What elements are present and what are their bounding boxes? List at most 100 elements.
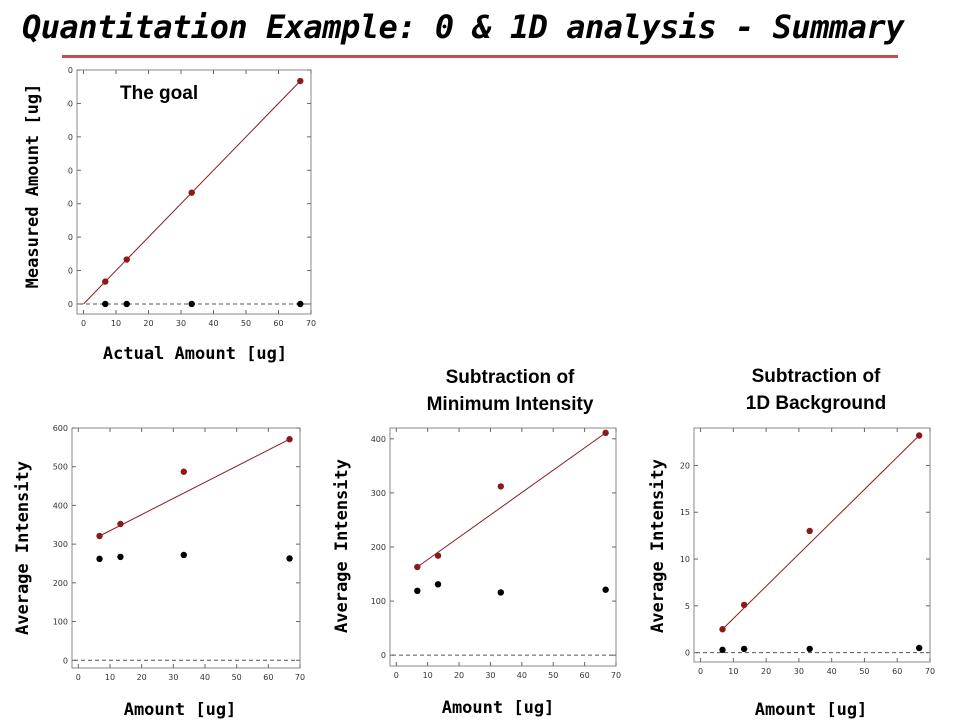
y-tick-label: 600 bbox=[53, 424, 68, 433]
data-point-red bbox=[602, 429, 609, 437]
x-tick-label: 40 bbox=[827, 667, 837, 676]
x-tick-label: 30 bbox=[176, 319, 186, 328]
y-tick-label: 200 bbox=[371, 543, 386, 552]
y-tick-label: 40 bbox=[67, 166, 73, 175]
data-point-red bbox=[96, 532, 103, 540]
x-tick-label: 10 bbox=[105, 673, 115, 682]
x-tick-label: 50 bbox=[232, 673, 242, 682]
data-point-black bbox=[497, 589, 505, 596]
data-point-red bbox=[434, 552, 442, 559]
data-point-red bbox=[915, 432, 923, 439]
chart-min-subtracted: 0 10 20 30 40 50 60 70 0 100 200 300 400 bbox=[371, 427, 621, 680]
chart-raw-xlabel: Amount [ug] bbox=[123, 700, 237, 720]
x-tick-label: 0 bbox=[698, 667, 703, 676]
data-point-red bbox=[117, 520, 124, 528]
x-tick-label: 60 bbox=[263, 673, 273, 682]
data-point-black bbox=[806, 645, 813, 653]
x-tick-label: 40 bbox=[208, 319, 218, 328]
data-point-black bbox=[414, 587, 421, 595]
x-tick-label: 30 bbox=[485, 671, 495, 680]
data-point-red bbox=[297, 77, 304, 85]
title-divider bbox=[62, 55, 898, 58]
chart-goal-xlabel: Actual Amount [ug] bbox=[102, 344, 288, 364]
data-point-black bbox=[180, 551, 187, 559]
plot-frame bbox=[71, 427, 301, 669]
x-tick-label: 20 bbox=[137, 673, 147, 682]
data-point-black bbox=[286, 555, 293, 562]
y-tick-label: 400 bbox=[371, 435, 386, 444]
page-title: Quantitation Example: 0 & 1D analysis - … bbox=[22, 8, 904, 46]
x-tick-label: 50 bbox=[859, 667, 869, 676]
x-tick-label: 70 bbox=[295, 673, 305, 682]
x-tick-label: 30 bbox=[168, 673, 178, 682]
x-tick-label: 70 bbox=[925, 667, 935, 676]
y-tick-label: 300 bbox=[371, 489, 386, 498]
y-tick-label: 0 bbox=[381, 651, 386, 660]
y-tick-label: 10 bbox=[67, 267, 73, 276]
chart-1d-subtracted: 0 10 20 30 40 50 60 70 0 5 10 15 20 bbox=[680, 427, 935, 676]
x-tick-label: 40 bbox=[517, 671, 527, 680]
x-tick-label: 10 bbox=[728, 667, 738, 676]
y-tick-label: 10 bbox=[680, 555, 690, 564]
x-tick-label: 10 bbox=[423, 671, 433, 680]
x-tick-label: 60 bbox=[273, 319, 283, 328]
data-point-red bbox=[123, 256, 130, 263]
y-tick-label: 5 bbox=[685, 602, 690, 611]
x-tick-label: 70 bbox=[306, 319, 316, 328]
chart-min-xlabel: Amount [ug] bbox=[441, 698, 555, 718]
y-tick-label: 400 bbox=[53, 501, 68, 510]
chart-1d-annotation: Subtraction of 1D Background bbox=[745, 366, 887, 414]
y-tick-label: 0 bbox=[63, 656, 68, 665]
y-tick-label: 0 bbox=[685, 649, 690, 658]
chart-goal: 0 10 20 30 40 50 60 70 0 10 20 30 40 50 60 70 bbox=[67, 66, 316, 328]
data-point-red bbox=[188, 189, 195, 196]
data-point-black bbox=[719, 646, 726, 654]
chart-min-annotation: Subtraction of Minimum Intensity bbox=[426, 367, 594, 415]
x-tick-label: 10 bbox=[111, 319, 121, 328]
chart-1d-xlabel: Amount [ug] bbox=[754, 700, 868, 720]
data-point-black bbox=[297, 300, 304, 308]
x-tick-label: 60 bbox=[892, 667, 902, 676]
x-tick-label: 70 bbox=[611, 671, 621, 680]
plot-frame bbox=[76, 69, 312, 315]
data-point-black bbox=[602, 586, 609, 593]
x-tick-label: 20 bbox=[143, 319, 153, 328]
y-tick-label: 100 bbox=[53, 618, 68, 627]
y-tick-label: 60 bbox=[67, 99, 73, 108]
y-tick-label: 50 bbox=[67, 133, 73, 142]
data-point-red bbox=[719, 626, 726, 633]
fit-line bbox=[417, 432, 606, 568]
x-tick-label: 30 bbox=[794, 667, 804, 676]
y-tick-label: 20 bbox=[67, 233, 73, 242]
y-tick-label: 15 bbox=[680, 508, 690, 517]
y-tick-label: 200 bbox=[53, 579, 68, 588]
x-tick-label: 0 bbox=[76, 673, 81, 682]
y-tick-label: 20 bbox=[680, 461, 690, 470]
data-point-black bbox=[123, 300, 130, 308]
y-tick-label: 100 bbox=[371, 597, 386, 606]
data-point-black bbox=[96, 555, 103, 563]
data-point-black bbox=[102, 300, 109, 308]
y-tick-label: 70 bbox=[67, 66, 73, 75]
x-tick-label: 0 bbox=[81, 319, 86, 328]
chart-min-ylabel: Average Intensity bbox=[332, 459, 352, 633]
data-point-red bbox=[497, 483, 505, 490]
y-tick-label: 300 bbox=[53, 540, 68, 549]
data-point-red bbox=[180, 468, 187, 475]
data-point-red bbox=[286, 436, 293, 443]
y-tick-label: 500 bbox=[53, 463, 68, 472]
data-point-red bbox=[102, 278, 109, 285]
x-tick-label: 40 bbox=[200, 673, 210, 682]
chart-raw-ylabel: Average Intensity bbox=[13, 461, 33, 635]
x-tick-label: 50 bbox=[548, 671, 558, 680]
data-point-black bbox=[915, 644, 923, 652]
chart-goal-ylabel: Measured Amount [ug] bbox=[23, 83, 43, 289]
chart-1d-ylabel: Average Intensity bbox=[648, 459, 668, 633]
data-point-black bbox=[740, 645, 748, 653]
x-tick-label: 50 bbox=[241, 319, 251, 328]
data-point-red bbox=[740, 601, 748, 609]
plot-frame bbox=[389, 427, 617, 667]
data-point-black bbox=[434, 581, 442, 588]
data-point-red bbox=[806, 527, 813, 535]
x-tick-label: 60 bbox=[580, 671, 590, 680]
